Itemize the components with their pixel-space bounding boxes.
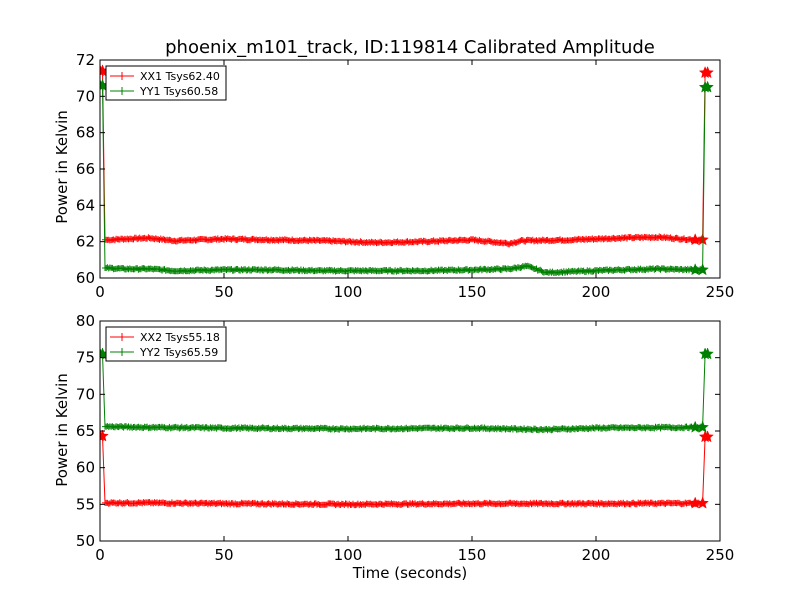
y-tick-label: 62: [76, 233, 95, 251]
x-axis-label: Time (seconds): [352, 564, 468, 582]
spike-star-marker: [701, 430, 714, 443]
legend-label: XX1 Tsys62.40: [140, 70, 220, 83]
spike-star-marker: [701, 347, 714, 360]
y-tick-label: 70: [76, 385, 95, 403]
x-tick-label: 0: [95, 546, 105, 564]
spike-star-marker: [701, 66, 714, 79]
x-tick-label: 100: [334, 283, 363, 301]
y-axis-label-top: Power in Kelvin: [53, 110, 71, 224]
chart-title: phoenix_m101_track, ID:119814 Calibrated…: [165, 37, 655, 58]
y-tick-label: 55: [76, 495, 95, 513]
x-tick-label: 100: [334, 546, 363, 564]
legend-label: XX2 Tsys55.18: [140, 331, 220, 344]
x-tick-label: 150: [458, 546, 487, 564]
y-tick-label: 70: [76, 87, 95, 105]
y-tick-label: 80: [76, 312, 95, 330]
series-2: [100, 347, 714, 434]
y-tick-label: 72: [76, 51, 95, 69]
x-tick-label: 50: [214, 546, 233, 564]
series-markers: [100, 351, 711, 434]
y-axis-label-bottom: Power in Kelvin: [53, 373, 71, 487]
x-tick-label: 50: [214, 283, 233, 301]
legend-label: YY1 Tsys60.58: [139, 85, 218, 98]
y-tick-label: 68: [76, 124, 95, 142]
x-tick-label: 250: [706, 546, 735, 564]
legend-label: YY2 Tsys65.59: [139, 346, 218, 359]
spike-star-marker: [696, 420, 709, 433]
legend-box: [105, 326, 227, 362]
series-markers: [100, 433, 711, 509]
spike-star-marker: [696, 263, 709, 276]
y-tick-label: 75: [76, 349, 95, 367]
series-markers: [100, 82, 711, 276]
legend-box: [105, 65, 227, 101]
series-1: [100, 429, 714, 509]
y-tick-label: 66: [76, 160, 95, 178]
y-tick-label: 64: [76, 196, 95, 214]
series-1: [100, 64, 714, 248]
chart-panel-top: 0 50 100 150 200 250 60 62 64 66 68 70 72 XX1 Tsys62.…: [76, 51, 734, 301]
legend: XX2 Tsys55.18 YY2 Tsys65.59: [105, 326, 227, 362]
y-tick-label: 60: [76, 269, 95, 287]
spike-star-marker: [701, 80, 714, 93]
x-tick-label: 150: [458, 283, 487, 301]
x-tick-label: 250: [706, 283, 735, 301]
x-tick-label: 200: [582, 546, 611, 564]
y-tick-label: 60: [76, 459, 95, 477]
series-2: [100, 78, 714, 276]
y-tick-label: 65: [76, 422, 95, 440]
x-tick-label: 200: [582, 283, 611, 301]
x-tick-label: 0: [95, 283, 105, 301]
spike-star-marker: [696, 496, 709, 509]
series-markers: [100, 67, 711, 248]
y-tick-label: 50: [76, 532, 95, 550]
spike-star-marker: [100, 429, 109, 442]
legend: XX1 Tsys62.40 YY1 Tsys60.58: [105, 65, 227, 101]
